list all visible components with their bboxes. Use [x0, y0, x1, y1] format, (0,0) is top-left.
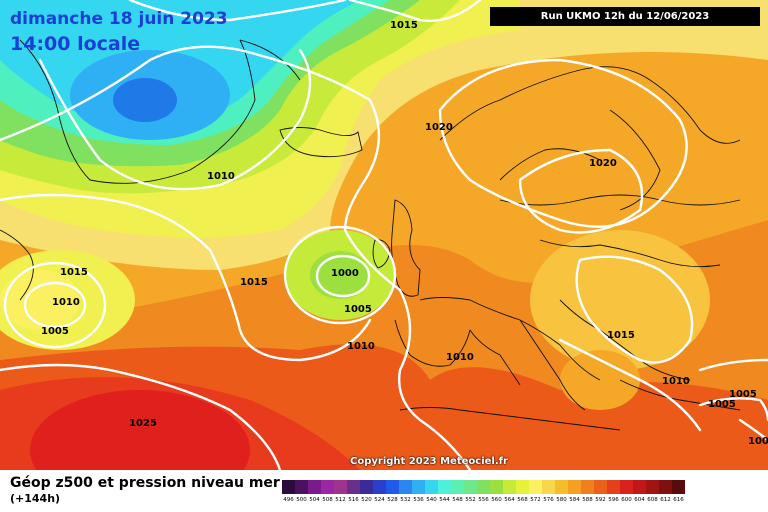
isobar-label: 1020 [589, 158, 617, 169]
isobar-label: 1015 [607, 330, 635, 341]
legend-swatch [282, 480, 295, 494]
legend-tick-label: 608 [647, 497, 658, 503]
legend-swatch [581, 480, 594, 494]
legend-tick-label: 520 [361, 497, 372, 503]
isobars [0, 0, 768, 470]
legend-swatch [516, 480, 529, 494]
isobar-label: 1010 [446, 352, 474, 363]
legend-tick-label: 612 [660, 497, 671, 503]
legend-tick-label: 528 [387, 497, 398, 503]
isobar-label: 1005 [748, 436, 768, 447]
legend-swatch [451, 480, 464, 494]
forecast-date: dimanche 18 juin 2023 [10, 9, 228, 29]
legend-tick-label: 500 [296, 497, 307, 503]
legend-swatch [490, 480, 503, 494]
legend-tick-label: 560 [491, 497, 502, 503]
legend-swatch [607, 480, 620, 494]
legend-tick-label: 604 [634, 497, 645, 503]
isobar-label: 1025 [129, 418, 157, 429]
weather-map: 1015 1010 1020 1020 1015 1010 1005 1015 … [0, 0, 768, 470]
isobar-label: 1005 [708, 399, 736, 410]
isobar-label: 1005 [41, 326, 69, 337]
legend-swatch [464, 480, 477, 494]
forecast-offset: (+144h) [10, 492, 61, 505]
legend-tick-label: 540 [426, 497, 437, 503]
legend-swatch [542, 480, 555, 494]
legend-swatch [373, 480, 386, 494]
isobar-label: 1010 [52, 297, 80, 308]
coastlines [0, 39, 741, 431]
legend-swatch [334, 480, 347, 494]
legend-tick-label: 524 [374, 497, 385, 503]
legend-ticks: 496 500 504 508 512 516 520 524 528 532 536 540 544 5… [282, 497, 685, 503]
legend-swatch [347, 480, 360, 494]
color-scale-legend: 496 500 504 508 512 516 520 524 528 532 536 540 544 5… [282, 480, 685, 503]
legend-tick-label: 496 [283, 497, 294, 503]
model-run-label: Run UKMO 12h du 12/06/2023 [490, 7, 760, 26]
isobar-label: 1005 [729, 389, 757, 400]
chart-title: Géop z500 et pression niveau mer [10, 475, 280, 491]
legend-tick-label: 532 [400, 497, 411, 503]
copyright-notice: Copyright 2023 Meteociel.fr [350, 456, 508, 467]
legend-swatches [282, 480, 685, 494]
legend-swatch [529, 480, 542, 494]
isobar-label: 1010 [347, 341, 375, 352]
isobar-label: 1020 [425, 122, 453, 133]
legend-tick-label: 544 [439, 497, 450, 503]
legend-swatch [620, 480, 633, 494]
legend-swatch [321, 480, 334, 494]
legend-swatch [659, 480, 672, 494]
legend-tick-label: 592 [595, 497, 606, 503]
legend-tick-label: 576 [543, 497, 554, 503]
isobar-label: 1015 [390, 20, 418, 31]
legend-tick-label: 596 [608, 497, 619, 503]
legend-swatch [308, 480, 321, 494]
isobar-label: 1010 [662, 376, 690, 387]
legend-swatch [399, 480, 412, 494]
legend-tick-label: 516 [348, 497, 359, 503]
legend-tick-label: 584 [569, 497, 580, 503]
legend-swatch [438, 480, 451, 494]
legend-swatch [360, 480, 373, 494]
isobar-labels: 1015 1010 1020 1020 1015 1010 1005 1015 … [41, 20, 768, 447]
legend-swatch [477, 480, 490, 494]
legend-tick-label: 616 [673, 497, 684, 503]
legend-tick-label: 572 [530, 497, 541, 503]
legend-swatch [594, 480, 607, 494]
legend-tick-label: 580 [556, 497, 567, 503]
isobar-label: 1005 [344, 304, 372, 315]
legend-tick-label: 600 [621, 497, 632, 503]
legend-tick-label: 512 [335, 497, 346, 503]
legend-swatch [568, 480, 581, 494]
legend-swatch [425, 480, 438, 494]
legend-tick-label: 504 [309, 497, 320, 503]
geopotential-field [0, 0, 768, 470]
legend-tick-label: 588 [582, 497, 593, 503]
legend-tick-label: 536 [413, 497, 424, 503]
forecast-chart: 1015 1010 1020 1020 1015 1010 1005 1015 … [0, 0, 768, 470]
isobar-label: 1010 [207, 171, 235, 182]
legend-tick-label: 548 [452, 497, 463, 503]
isobar-label: 1000 [331, 268, 359, 279]
legend-swatch [646, 480, 659, 494]
legend-tick-label: 556 [478, 497, 489, 503]
legend-tick-label: 552 [465, 497, 476, 503]
legend-swatch [386, 480, 399, 494]
isobar-label: 1015 [240, 277, 268, 288]
legend-tick-label: 568 [517, 497, 528, 503]
isobar-label: 1015 [60, 267, 88, 278]
legend-swatch [503, 480, 516, 494]
legend-swatch [633, 480, 646, 494]
legend-swatch [672, 480, 685, 494]
legend-swatch [295, 480, 308, 494]
legend-tick-label: 564 [504, 497, 515, 503]
legend-tick-label: 508 [322, 497, 333, 503]
forecast-time: 14:00 locale [10, 33, 141, 55]
legend-swatch [555, 480, 568, 494]
legend-swatch [412, 480, 425, 494]
